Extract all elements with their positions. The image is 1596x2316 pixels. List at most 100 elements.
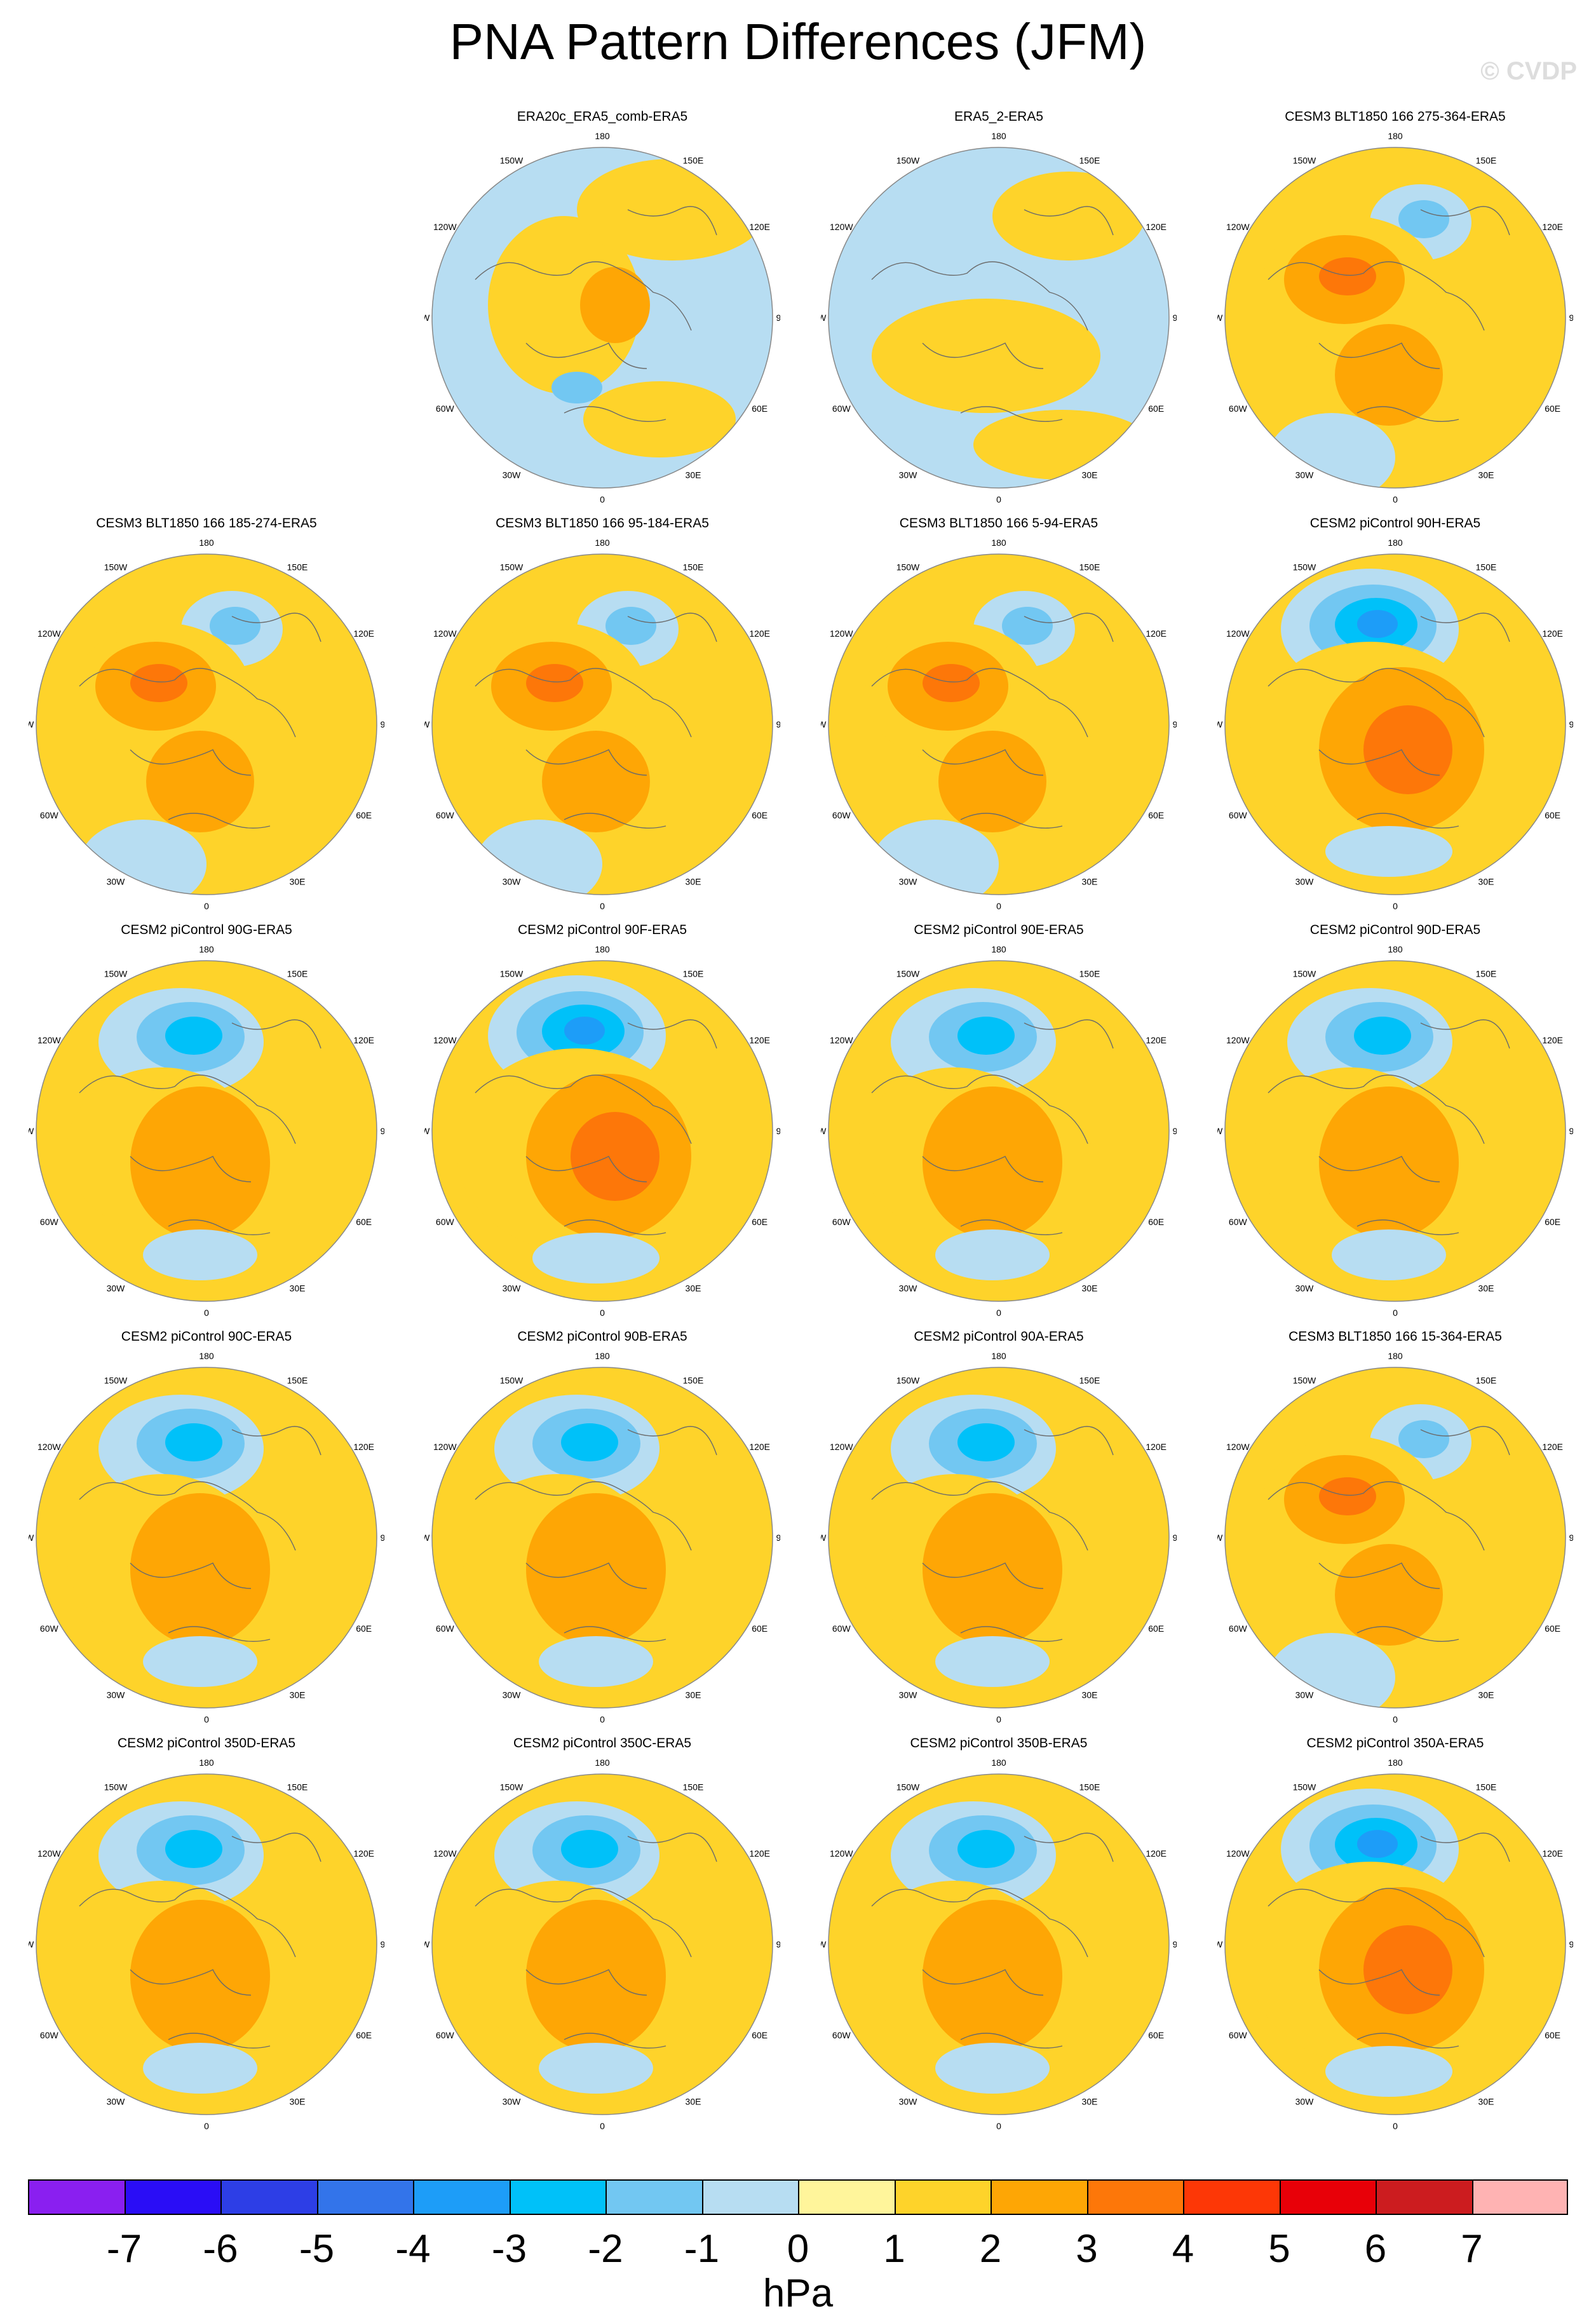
polar-stereographic-map: 180 0 150E 150W 120E 120W 90E 90W 60E 60W 30E 30W [821, 131, 1177, 505]
longitude-label: 120W [433, 222, 457, 232]
longitude-label: 150W [104, 1375, 128, 1385]
colorbar-tick-label: 3 [1076, 2227, 1098, 2271]
contour-fill-layer [1225, 554, 1566, 895]
polar-stereographic-map: 180 0 150E 150W 120E 120W 90E 90W 60E 60W 30E 30W [424, 538, 780, 911]
map-panel: CESM2 piControl 90G-ERA5 180 0 150E 150W 120E… [29, 921, 384, 1328]
longitude-label: 120W [37, 1442, 61, 1452]
longitude-label: 90W [29, 1939, 34, 1949]
longitude-label: 150E [1079, 155, 1100, 165]
longitude-label: 60E [1545, 403, 1560, 414]
contour-fill-layer [828, 1367, 1169, 1708]
longitude-label: 30W [503, 1283, 522, 1294]
colorbar-swatch [991, 2179, 1087, 2215]
positive-anomaly-region [577, 159, 768, 261]
longitude-label: 120W [37, 1035, 61, 1045]
colorbar-tick-label: -6 [203, 2227, 238, 2271]
colorbar-tick-label: 7 [1461, 2227, 1483, 2271]
longitude-label: 90E [776, 313, 780, 323]
longitude-label: 180 [199, 1757, 214, 1768]
colorbar-swatch [124, 2179, 220, 2215]
longitude-label: 30W [899, 470, 918, 480]
negative-anomaly-region [1398, 200, 1449, 238]
longitude-label: 180 [595, 1757, 610, 1768]
colorbar-tick-label: 2 [979, 2227, 1002, 2271]
positive-anomaly-region [923, 664, 980, 702]
coastline [1268, 206, 1510, 422]
longitude-label: 60W [40, 810, 59, 820]
colorbar-tick-label: -5 [299, 2227, 335, 2271]
negative-anomaly-region [165, 1830, 222, 1868]
longitude-label: 150E [1476, 968, 1497, 979]
coastline [475, 613, 717, 829]
longitude-label: 150W [500, 155, 524, 165]
map-panel: CESM2 piControl 90B-ERA5 180 0 150E 150W 120E… [424, 1328, 780, 1735]
longitude-label: 150W [500, 968, 524, 979]
colorbar-swatch [220, 2179, 317, 2215]
panel-title: CESM3 BLT1850 166 95-184-ERA5 [496, 516, 709, 531]
longitude-label: 120E [749, 1442, 770, 1452]
longitude-label: 90W [1217, 1939, 1223, 1949]
longitude-label: 90W [424, 719, 430, 729]
map-panel: CESM3 BLT1850 166 185-274-ERA5 180 0 150E 15… [29, 515, 384, 921]
map-panel: ERA20c_ERA5_comb-ERA5 180 0 150E 150W 120E 120… [424, 108, 780, 515]
positive-anomaly-region [130, 664, 187, 702]
longitude-label: 30W [899, 1690, 918, 1700]
colorbar-tick-label: 6 [1364, 2227, 1387, 2271]
positive-anomaly-region [973, 410, 1151, 480]
longitude-label: 60E [1148, 810, 1164, 820]
longitude-label: 0 [996, 494, 1001, 505]
longitude-label: 0 [1393, 1308, 1398, 1318]
longitude-label: 60W [436, 403, 455, 414]
longitude-label: 60W [832, 403, 851, 414]
coastline [79, 613, 321, 829]
longitude-label: 60W [832, 1217, 851, 1227]
positive-anomaly-region [130, 1087, 270, 1239]
longitude-label: 150W [1293, 155, 1316, 165]
contour-fill-layer [432, 961, 773, 1301]
polar-stereographic-map: 180 0 150E 150W 120E 120W 90E 90W 60E 60W 30E 30W [29, 944, 384, 1318]
longitude-label: 30W [1295, 470, 1315, 480]
contour-fill-layer [1225, 961, 1566, 1301]
longitude-label: 60W [1229, 1623, 1248, 1634]
longitude-label: 150E [683, 155, 704, 165]
negative-anomaly-region [532, 1233, 659, 1283]
map-boundary [431, 1367, 773, 1709]
polar-stereographic-map: 180 0 150E 150W 120E 120W 90E 90W 60E 60W 30E 30W [1217, 1351, 1573, 1724]
map-panel: CESM2 piControl 90H-ERA5 180 0 150E 150W 120E… [1217, 515, 1573, 921]
coastline [79, 1832, 321, 2049]
longitude-label: 60E [1148, 2030, 1164, 2040]
positive-anomaly-region [130, 1900, 270, 2052]
colorbar-swatch [701, 2179, 798, 2215]
colorbar-swatch [1471, 2179, 1568, 2215]
longitude-label: 30W [899, 2097, 918, 2107]
longitude-label: 120W [830, 222, 853, 232]
longitude-label: 60E [356, 810, 372, 820]
negative-anomaly-region [1357, 1830, 1398, 1858]
coastline [871, 1832, 1114, 2049]
polar-stereographic-map: 180 0 150E 150W 120E 120W 90E 90W 60E 60W 30E 30W [821, 1757, 1177, 2131]
negative-anomaly-region [1268, 1633, 1395, 1708]
longitude-label: 90W [821, 313, 827, 323]
longitude-label: 150W [500, 562, 524, 572]
contour-fill-layer [432, 1774, 773, 2115]
panel-title: CESM2 piControl 350D-ERA5 [117, 1736, 296, 1751]
panel-title: CESM2 piControl 90B-ERA5 [517, 1329, 687, 1344]
longitude-label: 60W [1229, 810, 1248, 820]
longitude-label: 60W [436, 1217, 455, 1227]
longitude-label: 90E [1569, 1126, 1573, 1136]
coastline [1268, 1019, 1510, 1235]
longitude-label: 150E [287, 968, 308, 979]
positive-anomaly-region [923, 1493, 1062, 1646]
longitude-label: 120W [37, 1848, 61, 1859]
coastline [79, 1426, 321, 1642]
colorbar-tick-label: -1 [684, 2227, 720, 2271]
negative-anomaly-region [561, 1830, 618, 1868]
longitude-label: 60W [1229, 1217, 1248, 1227]
longitude-label: 60W [832, 2030, 851, 2040]
longitude-label: 30E [290, 1283, 306, 1294]
map-boundary [1224, 147, 1566, 489]
longitude-label: 30E [290, 2097, 306, 2107]
colorbar-tick-label: -4 [395, 2227, 431, 2271]
map-panel: CESM3 BLT1850 166 95-184-ERA5 180 0 150E 150… [424, 515, 780, 921]
polar-stereographic-map: 180 0 150E 150W 120E 120W 90E 90W 60E 60W 30E 30W [29, 1351, 384, 1724]
